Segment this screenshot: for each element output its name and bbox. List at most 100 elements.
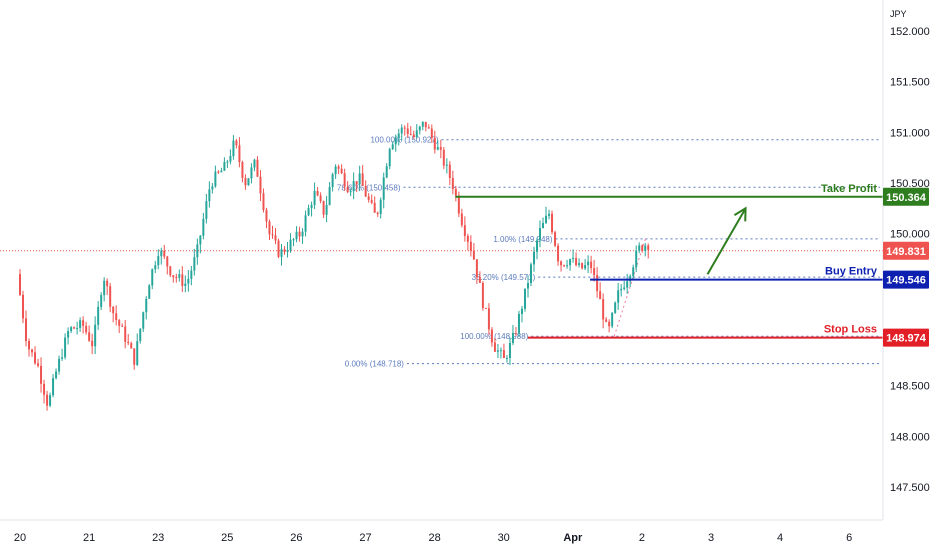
candle-body [295, 231, 298, 240]
candle-body [73, 327, 76, 329]
candle-body [262, 193, 265, 210]
currency-label: JPY [890, 9, 907, 19]
candle-body [193, 257, 196, 271]
x-tick-label: 26 [290, 532, 302, 544]
candle-body [391, 144, 394, 150]
candle-body [599, 291, 602, 300]
candle-body [238, 145, 241, 163]
candle-body [43, 383, 46, 395]
fib-level-label: 100.00% (148.988) [460, 332, 528, 341]
candle-body [220, 170, 223, 173]
price-tags: 150.364 149.546 148.974 149.831 [883, 187, 929, 347]
price-tag-box [883, 187, 929, 206]
candle-body [340, 168, 343, 174]
candle-body [635, 250, 638, 268]
candle-body [214, 171, 217, 187]
candle-body [424, 121, 427, 128]
candle-body [349, 191, 352, 193]
candle-body [313, 190, 316, 205]
candle-body [178, 274, 181, 278]
candle-body [223, 161, 226, 171]
candle-body [523, 288, 526, 309]
candle-body [148, 285, 151, 299]
candle-body [572, 258, 575, 260]
candle-body [187, 278, 190, 284]
candle-body [190, 270, 193, 279]
candle-body [499, 350, 502, 352]
candle-body [581, 263, 584, 269]
candle-body [181, 274, 184, 287]
candle-body [91, 340, 94, 347]
candle-body [211, 186, 214, 190]
candle-body [160, 250, 163, 257]
candle-body [593, 268, 596, 276]
candle-body [358, 173, 361, 185]
candle-body [397, 133, 400, 138]
candle-body [569, 259, 572, 266]
candle-body [382, 177, 385, 200]
candle-body [136, 341, 139, 365]
candle-body [578, 263, 581, 266]
candle-body [632, 267, 635, 277]
price-axis[interactable]: 152.000 151.500 151.000 150.500 150.000 148.5… [882, 0, 930, 520]
y-tick-label: 151.500 [890, 77, 930, 89]
candle-body [55, 371, 58, 379]
candle-body [337, 166, 340, 169]
x-tick-label: 2 [639, 532, 645, 544]
x-tick-label: 30 [498, 532, 510, 544]
candle-body [388, 149, 391, 167]
candle-body [130, 343, 133, 349]
candle-body [82, 320, 85, 326]
price-tag-value: 148.974 [886, 333, 927, 345]
fib-level-label: 38.20% (149.571) [472, 273, 536, 282]
candle-body [385, 166, 388, 178]
candle-body [364, 185, 367, 197]
candle-body [346, 186, 349, 193]
trade-level-label: Take Profit [821, 183, 877, 195]
candle-body [169, 266, 172, 276]
candle-body [328, 187, 331, 205]
candle-body [94, 324, 97, 347]
candle-body [451, 177, 454, 190]
fib-trend-line [613, 238, 646, 337]
y-tick-label: 148.000 [890, 431, 930, 443]
candle-body [647, 245, 650, 250]
candle-body [175, 277, 178, 279]
fib-level-label: 78.60% (150.458) [337, 183, 401, 192]
candle-body [415, 130, 418, 137]
candle-body [283, 249, 286, 252]
candle-body [247, 178, 250, 186]
candle-body [421, 121, 424, 127]
candle-body [511, 333, 514, 344]
candle-body [481, 282, 484, 308]
candle-body [232, 140, 235, 157]
candle-body [97, 306, 100, 325]
time-axis[interactable]: 20 21 23 25 26 27 28 30 Apr 2 3 4 6 [0, 519, 883, 544]
candle-body [265, 209, 268, 222]
candle-body [466, 235, 469, 242]
candle-body [487, 308, 490, 330]
candle-body [575, 258, 578, 266]
candle-body [118, 320, 121, 326]
candle-body [28, 341, 31, 350]
candle-body [517, 313, 520, 334]
candlestick-series [19, 121, 650, 411]
x-tick-label: 25 [221, 532, 233, 544]
x-tick-label: 28 [428, 532, 440, 544]
candle-body [548, 213, 551, 216]
candle-body [460, 213, 463, 226]
fib-level-label: 1.00% (149.948) [493, 235, 552, 244]
candle-body [64, 337, 67, 358]
candle-body [409, 133, 412, 135]
candle-body [274, 235, 277, 241]
candle-body [85, 325, 88, 333]
candle-body [454, 189, 457, 196]
price-tag-box [883, 328, 929, 347]
candle-body [331, 174, 334, 188]
x-tick-label: Apr [563, 532, 583, 544]
candle-body [520, 308, 523, 314]
candle-body [448, 164, 451, 178]
candle-body [301, 231, 304, 237]
candle-body [127, 341, 130, 344]
